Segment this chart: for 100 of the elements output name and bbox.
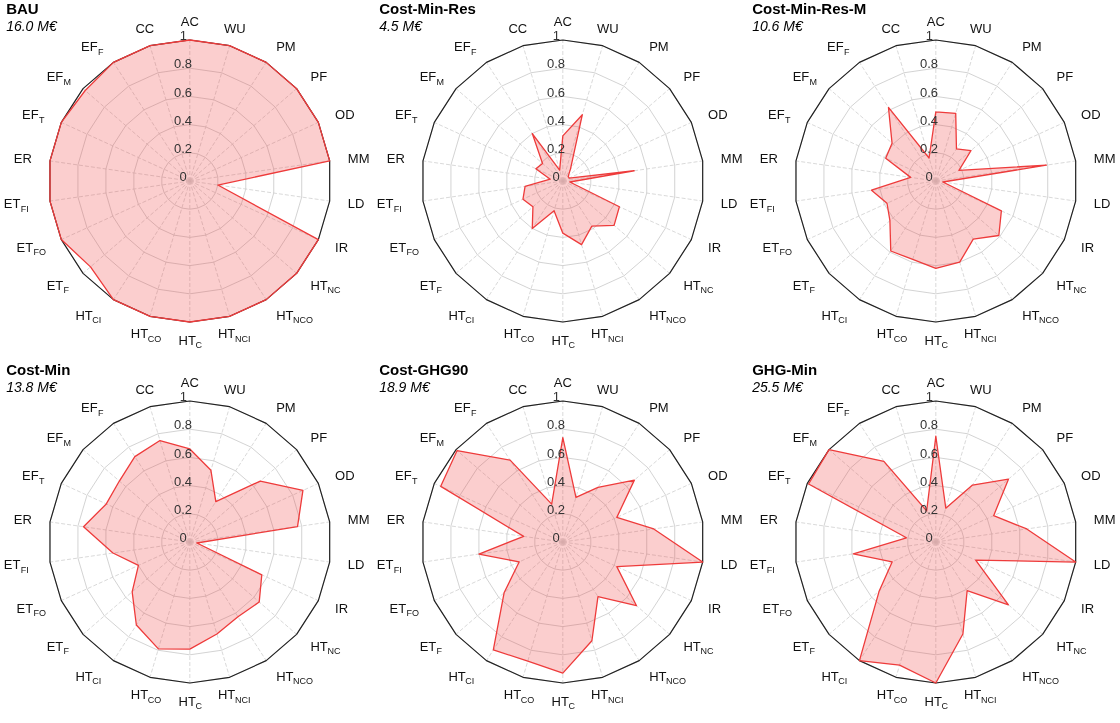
chart-subtitle: 4.5 M€ [379,17,424,34]
y-tick-label: 0.8 [173,56,193,72]
spoke-label: MM [347,150,370,166]
y-tick-label: 1 [552,28,560,44]
y-tick-label: 1 [925,389,933,405]
spoke-label: LD [1093,196,1111,212]
spoke-label: OD [1081,107,1101,123]
spoke-label: PF [310,430,328,446]
y-tick-label: 0.4 [546,112,566,128]
y-tick-label: 0.8 [546,56,566,72]
y-tick-label: 0.4 [546,473,566,489]
chart-subtitle: 18.9 M€ [379,378,431,395]
spoke-label: WU [223,381,246,397]
spoke-label: AC [553,14,572,30]
spoke-label: AC [926,375,945,391]
spoke-label: ER [13,511,32,527]
spoke-label: ER [13,150,32,166]
chart-title: Cost-Min-Res-M [752,0,867,18]
y-tick-label: 0.6 [546,84,566,100]
y-tick-label: 0.4 [173,112,193,128]
y-tick-label: 1 [552,389,560,405]
spoke-label: MM [720,511,743,527]
spoke-label: WU [969,381,992,397]
spoke-label: IR [1081,239,1095,255]
spoke-label: AC [180,375,199,391]
chart-title: Cost-GHG90 [379,361,469,379]
y-tick-label: 0 [179,169,187,185]
chart-subtitle: 16.0 M€ [6,17,58,34]
spoke-label: MM [720,150,743,166]
spoke-label: LD [1093,557,1111,573]
y-tick-label: 0.2 [173,141,193,157]
y-tick-label: 0.8 [546,417,566,433]
spoke-label: OD [335,468,355,484]
y-tick-label: 0 [179,530,187,546]
spoke-label: IR [708,239,722,255]
y-tick-label: 0.6 [919,84,939,100]
y-tick-label: 0.8 [173,417,193,433]
spoke-label: AC [180,14,199,30]
spoke-label: PF [1056,69,1074,85]
spoke-label: PM [276,39,296,55]
chart-title: Cost-Min [6,361,71,379]
spoke-label: PM [1022,39,1042,55]
spoke-label: WU [596,381,619,397]
spoke-label: WU [223,20,246,36]
spoke-label: ER [386,511,405,527]
spoke-label: MM [347,511,370,527]
spoke-label: PM [276,400,296,416]
y-tick-label: 1 [179,28,187,44]
y-tick-label: 0 [552,530,560,546]
spoke-label: IR [335,600,349,616]
y-tick-label: 0.6 [173,445,193,461]
y-tick-label: 0.8 [919,56,939,72]
spoke-label: PF [683,430,701,446]
spoke-label: CC [508,381,528,397]
y-tick-label: 0 [925,169,933,185]
y-tick-label: 0.2 [546,502,566,518]
chart-title: BAU [6,0,39,18]
spoke-label: OD [335,107,355,123]
spoke-label: PF [310,69,328,85]
spoke-label: CC [881,20,901,36]
y-tick-label: 0.2 [173,502,193,518]
spoke-label: PM [649,400,669,416]
y-tick-label: 0.4 [173,473,193,489]
spoke-label: LD [720,557,738,573]
chart-title: GHG-Min [752,361,818,379]
spoke-label: AC [926,14,945,30]
spoke-label: PM [649,39,669,55]
spoke-label: CC [135,381,155,397]
y-tick-label: 0.6 [173,84,193,100]
chart-title: Cost-Min-Res [379,0,476,18]
spoke-label: IR [708,600,722,616]
spoke-label: WU [969,20,992,36]
y-tick-label: 0.8 [919,417,939,433]
spoke-label: LD [347,196,365,212]
spoke-label: OD [708,468,728,484]
spoke-label: ER [386,150,405,166]
spoke-label: WU [596,20,619,36]
spoke-label: LD [720,196,738,212]
spoke-label: IR [1081,600,1095,616]
y-tick-label: 0.2 [919,141,939,157]
spoke-label: OD [1081,468,1101,484]
chart-subtitle: 13.8 M€ [6,378,58,395]
y-tick-label: 0 [925,530,933,546]
spoke-label: CC [508,20,528,36]
spoke-label: LD [347,557,365,573]
spoke-label: PF [1056,430,1074,446]
chart-subtitle: 25.5 M€ [751,378,804,395]
y-tick-label: 0.2 [919,502,939,518]
y-tick-label: 1 [925,28,933,44]
spoke-label: MM [1093,511,1116,527]
chart-subtitle: 10.6 M€ [752,17,804,34]
spoke-label: ER [759,511,778,527]
y-tick-label: 0 [552,169,560,185]
spoke-label: CC [135,20,155,36]
spoke-label: PM [1022,400,1042,416]
spoke-label: IR [335,239,349,255]
spoke-label: ER [759,150,778,166]
y-tick-label: 1 [179,389,187,405]
spoke-label: PF [683,69,701,85]
spoke-label: OD [708,107,728,123]
